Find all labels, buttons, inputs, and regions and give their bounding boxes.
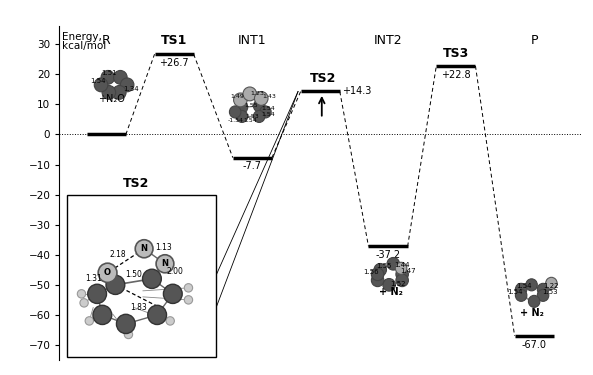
Text: 1.31: 1.31 [85,274,103,284]
Text: 1.52: 1.52 [390,281,406,287]
Text: 1.54: 1.54 [516,283,531,289]
Text: 2.18: 2.18 [110,250,126,259]
Text: P: P [530,34,538,47]
Ellipse shape [396,262,407,274]
Ellipse shape [253,111,265,123]
FancyBboxPatch shape [67,195,216,357]
Ellipse shape [102,86,116,99]
Text: 1.43: 1.43 [263,94,276,99]
Ellipse shape [142,269,161,288]
Text: Energy,: Energy, [62,32,102,42]
Ellipse shape [515,290,527,302]
Text: TS2: TS2 [123,177,149,190]
Text: 1.51: 1.51 [101,70,117,76]
Ellipse shape [164,284,182,303]
Text: 1.54: 1.54 [244,117,257,123]
Text: 1.34: 1.34 [123,86,139,92]
Ellipse shape [234,93,247,107]
Text: 1.47: 1.47 [401,268,416,274]
Text: 1.23: 1.23 [250,92,264,96]
Text: R: R [102,34,111,47]
Ellipse shape [98,263,117,282]
Text: 1.50: 1.50 [125,270,142,279]
Text: 1.56: 1.56 [363,269,379,275]
Ellipse shape [236,101,248,114]
Ellipse shape [243,87,257,101]
Ellipse shape [120,78,134,92]
Ellipse shape [546,278,557,290]
Ellipse shape [184,296,193,304]
Ellipse shape [383,279,396,291]
Ellipse shape [106,275,125,294]
Text: TS1: TS1 [161,34,187,47]
Ellipse shape [125,330,133,339]
Text: 2.00: 2.00 [166,267,183,276]
Text: 1.54: 1.54 [262,112,275,117]
Text: 1.83: 1.83 [130,303,147,312]
Ellipse shape [94,78,108,92]
Ellipse shape [537,284,549,296]
Text: +22.8: +22.8 [441,69,471,80]
Text: 1.54: 1.54 [262,106,275,111]
Text: kcal/mol: kcal/mol [62,41,106,51]
Ellipse shape [236,111,248,123]
Ellipse shape [515,284,527,296]
Text: INT2: INT2 [374,34,403,47]
Text: -7.7: -7.7 [243,161,262,171]
Text: -37.2: -37.2 [375,250,401,260]
Text: 1.13: 1.13 [155,243,173,252]
Ellipse shape [396,268,409,280]
Ellipse shape [371,274,384,286]
Ellipse shape [135,240,153,258]
Text: TS2: TS2 [310,72,336,86]
Ellipse shape [526,279,537,291]
Text: N: N [141,244,148,253]
Text: 1.54: 1.54 [90,78,106,84]
Ellipse shape [113,86,126,99]
Ellipse shape [85,317,94,325]
Ellipse shape [93,305,111,324]
Ellipse shape [254,92,268,105]
Text: 1.54: 1.54 [507,290,522,296]
Ellipse shape [77,290,85,298]
Ellipse shape [387,258,400,270]
Text: 1.49: 1.49 [231,94,245,99]
Text: 1.55: 1.55 [245,103,259,108]
Ellipse shape [116,314,135,333]
Ellipse shape [528,296,540,307]
Text: 1.44: 1.44 [395,262,410,268]
Text: 1.53: 1.53 [246,114,259,119]
Text: +26.7: +26.7 [160,58,189,68]
Text: INT1: INT1 [238,34,267,47]
Ellipse shape [166,317,174,325]
Text: +N₂O: +N₂O [98,94,125,104]
Ellipse shape [537,290,549,302]
Ellipse shape [148,305,167,324]
Ellipse shape [371,268,384,280]
Text: N: N [161,259,168,268]
Ellipse shape [396,274,409,286]
Ellipse shape [80,298,88,307]
Text: -1.54: -1.54 [228,117,244,123]
Ellipse shape [374,264,387,276]
Text: 1.53: 1.53 [543,290,558,296]
Text: +14.3: +14.3 [342,87,372,96]
Text: O: O [104,268,111,277]
Ellipse shape [114,70,127,84]
Text: + N₂: + N₂ [379,287,403,297]
Ellipse shape [88,284,107,303]
Text: 1.22: 1.22 [544,284,559,290]
Ellipse shape [229,106,241,118]
Ellipse shape [260,106,271,118]
Ellipse shape [253,100,265,112]
Text: TS3: TS3 [443,47,469,60]
Text: -67.0: -67.0 [522,339,547,350]
Ellipse shape [156,255,174,273]
Ellipse shape [184,284,193,292]
Ellipse shape [101,70,114,84]
Text: 1.55: 1.55 [377,263,392,269]
Text: + N₂: + N₂ [519,308,544,318]
